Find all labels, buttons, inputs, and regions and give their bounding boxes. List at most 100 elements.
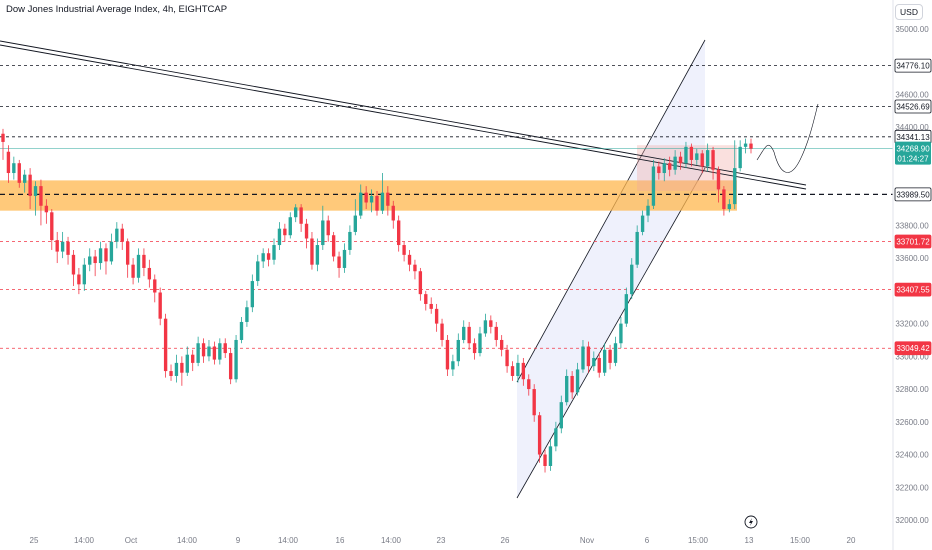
candle	[424, 291, 427, 311]
lightning-icon[interactable]	[745, 516, 757, 528]
ascending-channel-fill	[517, 40, 705, 498]
candle	[159, 288, 162, 326]
price-tags: 34776.10 34526.69 34341.13 33989.50 33701.72…	[895, 59, 931, 355]
y-tick-label: 33600.00	[895, 254, 929, 263]
candle	[12, 157, 15, 180]
candle	[402, 242, 405, 262]
level-tag-label-5: 33407.55	[896, 286, 930, 295]
candle	[126, 238, 129, 277]
candle	[332, 232, 335, 261]
candle	[738, 140, 741, 171]
candle	[430, 297, 433, 313]
candle	[478, 327, 481, 356]
candle	[131, 258, 134, 284]
x-tick-label: 16	[336, 536, 345, 545]
candle	[169, 365, 172, 381]
candle	[603, 343, 606, 376]
candle	[83, 258, 86, 291]
candle	[39, 180, 42, 226]
candle	[462, 320, 465, 343]
candle	[321, 206, 324, 250]
candle	[196, 337, 199, 366]
countdown-label: 01:24:27	[897, 155, 929, 164]
candle	[457, 333, 460, 366]
candle	[381, 173, 384, 214]
x-tick-label: 9	[236, 536, 241, 545]
candle	[327, 216, 330, 242]
y-tick-label: 32400.00	[895, 451, 929, 460]
level-tag-6: 33049.42	[895, 342, 931, 355]
candle	[473, 338, 476, 359]
y-tick-label: 33200.00	[895, 320, 929, 329]
candle	[121, 224, 124, 250]
candle	[218, 338, 221, 364]
candle	[164, 314, 167, 378]
x-tick-label: 14:00	[74, 536, 95, 545]
candle	[1, 129, 4, 160]
candle	[500, 335, 503, 356]
candle	[343, 243, 346, 272]
candle	[229, 348, 232, 384]
candle	[142, 248, 145, 276]
candle	[505, 345, 508, 373]
candle	[744, 139, 747, 154]
candle	[153, 275, 156, 303]
candle	[397, 216, 400, 252]
candle	[598, 353, 601, 378]
x-tick-label: Nov	[580, 536, 594, 545]
candle	[72, 250, 75, 286]
candle	[256, 255, 259, 286]
y-tick-label: 32600.00	[895, 418, 929, 427]
candle	[191, 350, 194, 371]
candle	[234, 335, 237, 382]
candle	[419, 268, 422, 301]
candle	[619, 317, 622, 348]
x-tick-label: 26	[501, 536, 510, 545]
level-tag-5: 33407.55	[895, 283, 931, 296]
candle	[299, 204, 302, 232]
level-tag-label-2: 34341.13	[896, 133, 930, 142]
candle	[224, 338, 227, 358]
candle	[467, 322, 470, 350]
candle	[251, 275, 254, 313]
level-tag-label-4: 33701.72	[896, 237, 930, 246]
candle	[440, 319, 443, 347]
candle	[489, 315, 492, 333]
candle	[749, 139, 752, 154]
candle	[408, 250, 411, 271]
candle	[88, 248, 91, 271]
candle	[99, 242, 102, 270]
candle	[446, 335, 449, 376]
candle	[310, 232, 313, 270]
x-tick-label: 13	[745, 536, 754, 545]
projection-path[interactable]	[757, 104, 818, 172]
candle	[104, 243, 107, 274]
candle	[348, 225, 351, 254]
level-tag-label-6: 33049.42	[896, 344, 930, 353]
current-price-label: 34268.90	[896, 145, 930, 154]
x-tick-label: 6	[645, 536, 650, 545]
x-tick-label: 23	[437, 536, 446, 545]
supply-demand-zone[interactable]	[0, 180, 737, 210]
y-tick-label: 35000.00	[895, 25, 929, 34]
x-tick-label: 20	[847, 536, 856, 545]
candle	[175, 355, 178, 383]
candle	[66, 237, 69, 265]
candle	[435, 304, 438, 332]
candle	[543, 450, 546, 473]
candle	[272, 238, 275, 264]
candle	[652, 160, 655, 209]
candle	[77, 268, 80, 294]
level-tag-2: 34341.13	[895, 130, 931, 143]
candle	[549, 440, 552, 471]
candle	[50, 209, 53, 250]
level-tag-4: 33701.72	[895, 235, 931, 248]
candle	[240, 317, 243, 343]
candle	[451, 355, 454, 376]
level-tag-3: 33989.50	[895, 188, 931, 201]
x-tick-label: 14:00	[278, 536, 299, 545]
candle	[267, 248, 270, 266]
candle	[110, 234, 113, 265]
